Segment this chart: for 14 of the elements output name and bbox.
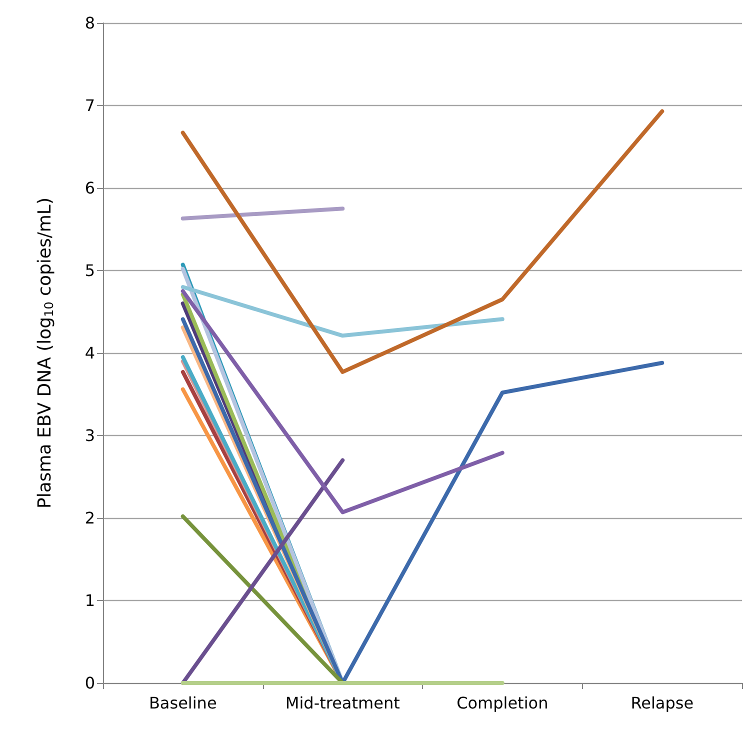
y-tick-label: 4 bbox=[84, 344, 95, 362]
y-tick-label: 1 bbox=[84, 591, 95, 610]
y-tick-label: 3 bbox=[84, 426, 95, 445]
y-tick-label: 6 bbox=[84, 178, 95, 198]
y-axis-title: Plasma EBV DNA (log10 copies/mL) bbox=[34, 197, 56, 509]
y-tick-label: 7 bbox=[84, 96, 95, 115]
y-tick-label: 0 bbox=[84, 674, 95, 692]
x-tick-label: Completion bbox=[456, 694, 548, 712]
x-tick-label: Baseline bbox=[148, 694, 217, 712]
y-tick-label: 8 bbox=[84, 14, 95, 32]
y-tick-label: 2 bbox=[84, 508, 95, 528]
y-tick-label: 5 bbox=[84, 261, 95, 280]
x-tick-label: Relapse bbox=[630, 694, 694, 712]
x-tick-label: Mid-treatment bbox=[285, 694, 400, 712]
